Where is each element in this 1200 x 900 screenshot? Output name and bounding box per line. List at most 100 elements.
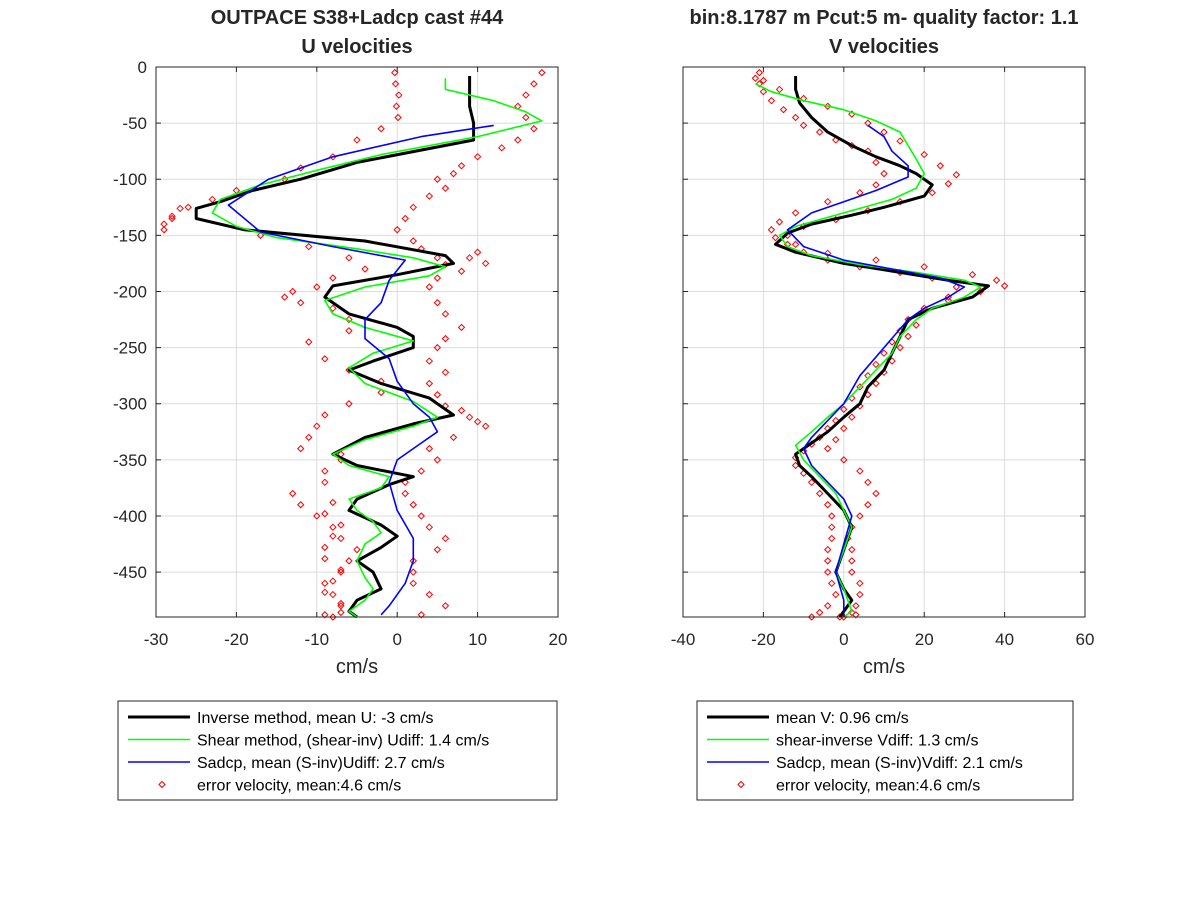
u-error-marker [305, 338, 313, 346]
v-error-marker [848, 568, 856, 576]
u-error-marker [425, 444, 434, 453]
u-y-tick-label: -350 [113, 451, 147, 470]
v-error-marker [807, 478, 816, 487]
u-error-marker [321, 411, 329, 419]
u-error-marker [481, 422, 490, 430]
u-y-ticks: 0 -50 -100 -150 -200 -250 -300 -350 -400 -450 [113, 58, 558, 582]
u-error-marker [321, 588, 329, 597]
v-x-tick-label: 0 [839, 630, 848, 649]
v-error-marker [848, 413, 856, 421]
u-error-marker [345, 400, 353, 408]
u-error-marker [425, 283, 434, 291]
v-error-marker [968, 270, 977, 279]
u-error-marker [457, 162, 466, 170]
v-error-marker [920, 263, 928, 271]
u-error-marker [305, 433, 313, 442]
v-error-marker [767, 96, 776, 105]
v-error-marker [928, 189, 936, 197]
u-error-marker [530, 125, 538, 133]
v-error-marker [840, 424, 848, 433]
u-error-marker [313, 512, 321, 520]
v-error-marker [791, 209, 800, 217]
v-error-marker [848, 608, 856, 617]
u-x-tick-label: 10 [468, 630, 487, 649]
v-error-marker [759, 87, 768, 96]
v-error-marker [872, 489, 880, 498]
v-x-tick-label: 60 [1076, 630, 1095, 649]
v-error-marker [767, 226, 776, 234]
v-error-marker [896, 137, 904, 145]
v-legend-label-error: error velocity, mean:4.6 cm/s [776, 778, 980, 795]
v-error-marker [832, 590, 840, 599]
u-x-axis-label: cm/s [336, 656, 378, 678]
u-error-marker [522, 91, 530, 99]
v-error-marker [828, 523, 836, 531]
u-error-marker [321, 543, 329, 552]
u-error-marker [409, 203, 417, 212]
u-x-tick-label: 0 [392, 630, 401, 649]
u-error-marker [433, 299, 442, 307]
v-shear-line [755, 83, 982, 618]
u-error-marker [433, 545, 442, 554]
v-error-marker [896, 343, 904, 352]
u-error-marker [321, 579, 329, 588]
v-x-ticks: -40 -20 0 20 40 60 [671, 67, 1095, 649]
v-error-marker [872, 256, 880, 264]
u-error-marker [441, 310, 450, 318]
v-error-marker [815, 608, 824, 617]
v-error-marker [920, 150, 928, 159]
v-error-marker [936, 162, 944, 170]
v-error-marker [828, 534, 836, 543]
u-error-marker [353, 545, 361, 554]
u-y-tick-label: -50 [122, 114, 147, 133]
v-error-marker [815, 489, 824, 498]
u-error-marker [425, 379, 434, 388]
u-y-tick-label: -150 [113, 226, 147, 245]
v-error-marker [856, 467, 864, 475]
u-y-tick-label: -100 [113, 170, 147, 189]
v-error-marker [824, 557, 832, 565]
u-legend: Inverse method, mean U: -3 cm/s Shear met… [117, 700, 558, 801]
u-legend-label-inverse: Inverse method, mean U: -3 cm/s [197, 710, 434, 727]
u-error-marker [441, 334, 450, 343]
u-legend-label-sadcp: Sadcp, mean (S-inv)Udiff: 2.7 cm/s [197, 755, 445, 772]
u-error-marker [441, 534, 450, 543]
v-x-tick-label: 40 [995, 630, 1014, 649]
u-error-marker [433, 254, 442, 262]
u-error-marker [473, 153, 482, 161]
v-error-marker [824, 444, 832, 453]
u-error-marker [345, 254, 353, 262]
u-error-marker [361, 265, 369, 273]
u-error-marker [433, 391, 442, 399]
u-error-marker [409, 501, 417, 509]
u-y-tick-label: -450 [113, 563, 147, 582]
v-x-tick-label: -20 [751, 630, 776, 649]
v-legend-label-shear: shear-inverse Vdiff: 1.3 cm/s [776, 733, 978, 750]
v-error-marker [852, 611, 860, 619]
u-error-marker [425, 523, 434, 531]
u-error-marker [329, 613, 337, 621]
u-error-marker [329, 274, 337, 282]
u-error-marker [498, 144, 506, 152]
v-legend: mean V: 0.96 cm/s shear-inverse Vdiff: 1.… [696, 700, 1074, 801]
u-error-marker [184, 203, 192, 212]
u-error-marker [321, 467, 329, 475]
u-error-marker [160, 226, 168, 234]
u-error-marker [329, 498, 337, 507]
u-error-marker [457, 267, 466, 275]
u-error-marker [425, 192, 434, 200]
u-grid [155, 66, 559, 617]
v-panel-title-line2: V velocities [829, 36, 939, 58]
u-error-marker [337, 534, 345, 543]
v-error-marker [824, 501, 832, 509]
v-inverse-line [774, 76, 990, 618]
v-error-marker [864, 501, 872, 509]
u-error-marker [288, 287, 297, 296]
u-panel-title-line1: OUTPACE S38+Ladcp cast #44 [211, 7, 504, 29]
u-error-marker [473, 248, 482, 256]
u-error-marker [176, 204, 184, 213]
v-sadcp-line [786, 124, 966, 617]
u-error-marker [473, 417, 482, 426]
v-error-marker [872, 360, 880, 369]
u-error-marker [441, 184, 450, 192]
